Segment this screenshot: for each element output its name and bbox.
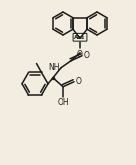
FancyBboxPatch shape bbox=[73, 33, 87, 41]
Text: Abs: Abs bbox=[74, 35, 86, 40]
Text: O: O bbox=[77, 50, 83, 59]
Text: O: O bbox=[75, 77, 81, 86]
Text: OH: OH bbox=[57, 98, 69, 107]
Text: O: O bbox=[84, 51, 89, 60]
Text: NH: NH bbox=[49, 63, 60, 72]
